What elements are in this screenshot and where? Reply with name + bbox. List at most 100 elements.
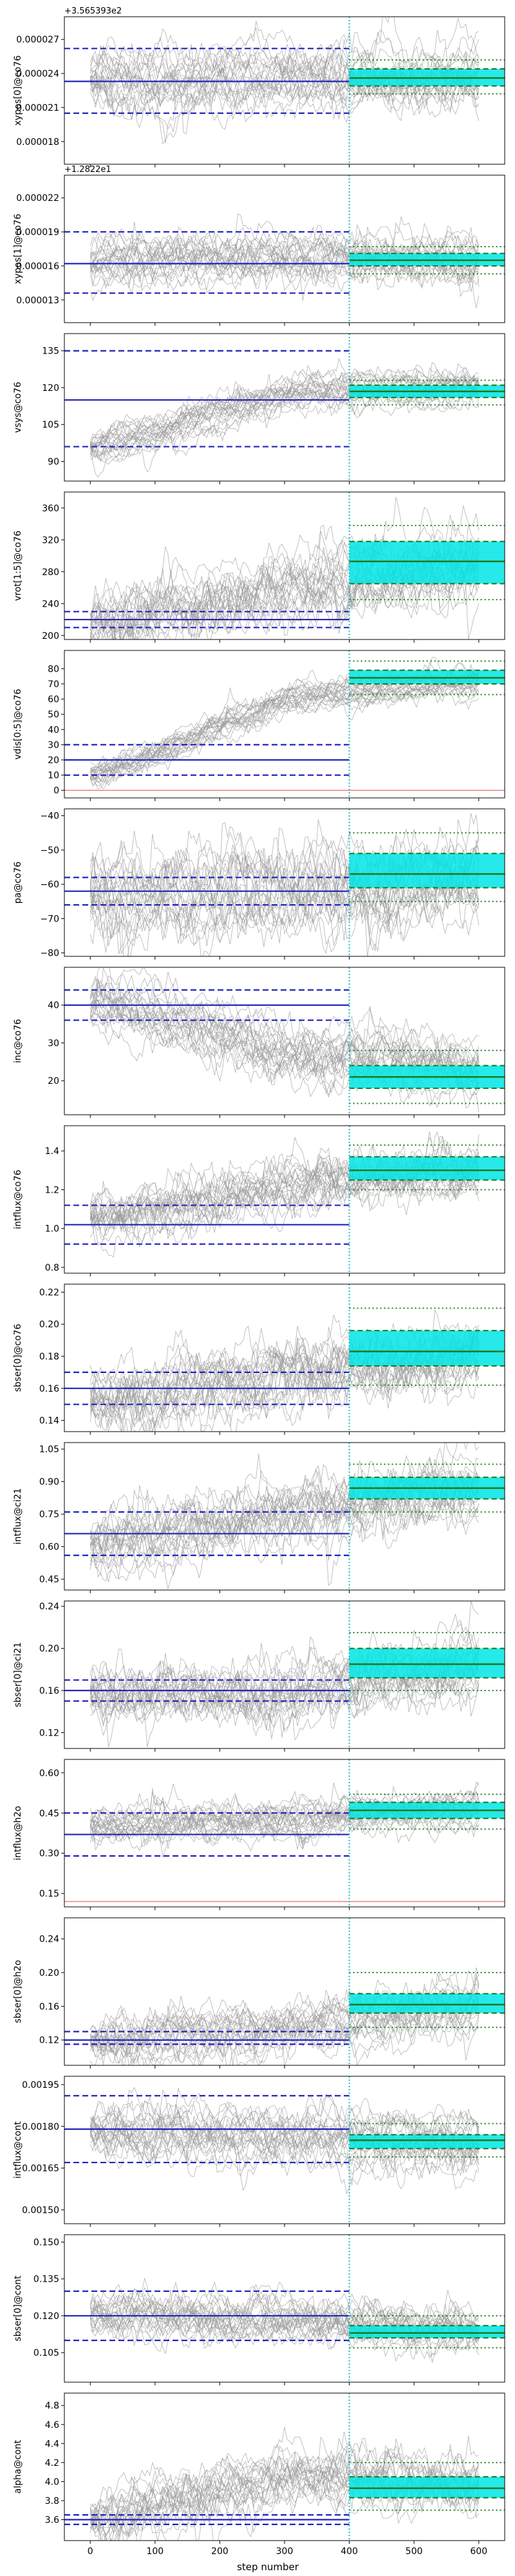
plot-area [64,809,505,956]
y-tick-label: 0.60 [39,1768,59,1779]
y-axis-label: intflux@h2o [13,1806,23,1861]
y-axis-label: intflux@cont [13,2121,23,2179]
y-tick-label: 0.22 [39,1287,59,1298]
walker-trace [90,681,480,776]
y-tick-label: 0 [53,786,59,796]
walker-trace [89,2100,480,2143]
y-tick-label: 30 [48,1038,59,1048]
walker-trace [89,668,480,774]
plot-area [64,334,505,481]
y-tick-label: −60 [40,880,59,890]
y-tick-label: 0.14 [39,1416,59,1426]
x-ticks [89,1748,480,1752]
walker-trace [89,872,480,940]
walker-trace [90,982,480,1078]
posterior-1sigma-band [349,2325,505,2338]
x-axis-label: step number [237,2561,299,2573]
walker-trace [89,1153,480,1225]
walker-trace [90,828,480,947]
plot-area [64,967,505,1115]
walker-trace [89,2455,480,2528]
walker-trace [89,853,480,956]
x-ticks [89,2382,480,2385]
panel-12: 0.12 0.16 0.20 0.24 sbser[0]@h2o [13,1917,505,2069]
y-axis-label: intflux@ci21 [13,1488,23,1545]
y-tick-label: 0.24 [39,1602,59,1612]
walker-trace [90,670,480,778]
walker-trace [89,63,480,145]
walker-trace [89,983,480,1090]
y-tick-label: 60 [48,695,59,705]
y-ticks: 3.6 3.8 4.0 4.2 4.4 4.6 4.8 [45,2401,64,2525]
walker-trace [89,237,480,280]
walker-trace [90,366,480,460]
x-ticks [89,2065,480,2069]
y-tick-label: 0.20 [39,1320,59,1330]
y-tick-label: 20 [48,1076,59,1086]
walker-trace [89,849,479,942]
walker-trace [89,2112,479,2177]
walker-trace [89,1160,480,1246]
panel-3: 200 240 280 320 360 vrot[1:5]@co76 [13,491,505,643]
walker-trace [89,2296,479,2351]
panel-5: −80 −70 −60 −50 −40 pa@co76 [13,808,505,960]
walker-trace [89,231,480,287]
y-tick-label: −40 [40,811,59,822]
walker-trace [90,377,479,457]
x-ticks [89,956,480,960]
walker-trace [90,996,480,1095]
y-tick-label: 3.6 [45,2515,59,2525]
plot-area [64,1126,505,1273]
y-tick-label: −80 [40,949,59,959]
x-ticks [89,1273,480,1276]
walker-trace [89,670,480,790]
y-tick-label: 0.18 [39,1352,59,1362]
y-tick-label: 0.135 [33,2275,59,2285]
y-ticks: 0.8 1.0 1.2 1.4 [45,1146,64,1273]
walker-trace [89,982,480,1094]
walker-trace [90,50,480,105]
y-tick-label: 80 [48,664,59,674]
x-ticks [89,639,480,643]
y-tick-label: 0.000019 [16,227,59,238]
y-tick-label: 320 [42,535,59,545]
walker-trace [90,1783,480,1827]
walker-trace [90,1991,479,2050]
plot-area [64,1759,505,1907]
walker-trace [89,58,480,111]
walker-trace [89,2132,480,2190]
x-tick-label: 100 [146,2546,164,2557]
plot-area [64,2235,505,2382]
walker-trace [89,1324,480,1411]
walker-trace [90,679,480,783]
y-tick-label: 1.2 [45,1185,59,1195]
y-tick-label: 0.00150 [22,2205,59,2215]
walker-trace [89,1336,480,1426]
y-tick-label: 0.000021 [16,103,59,113]
walker-trace [89,1462,479,1554]
walker-trace [89,246,480,285]
plot-area [64,650,505,798]
x-ticks [89,1590,480,1593]
walker-trace [89,888,480,953]
walker-trace [89,363,480,448]
panel-2: 90 105 120 135 vsys@co76 [13,333,505,484]
x-ticks [89,2224,480,2227]
walker-trace [89,222,479,273]
walker-trace [89,1665,480,1729]
y-tick-label: 360 [42,504,59,514]
posterior-1sigma-band [349,541,505,584]
walker-traces [89,1781,480,1858]
y-tick-label: 0.24 [39,1935,59,1945]
y-tick-label: 105 [42,420,59,430]
walker-trace [89,971,480,1074]
y-tick-label: 50 [48,710,59,720]
walker-traces [89,497,480,639]
walker-traces [89,1131,480,1258]
x-ticks [89,323,480,326]
walker-trace [89,2012,480,2065]
y-tick-label: 4.4 [45,2439,59,2449]
x-ticks [89,1432,480,1435]
y-tick-label: 0.16 [39,1686,59,1696]
y-tick-label: 280 [42,567,59,578]
